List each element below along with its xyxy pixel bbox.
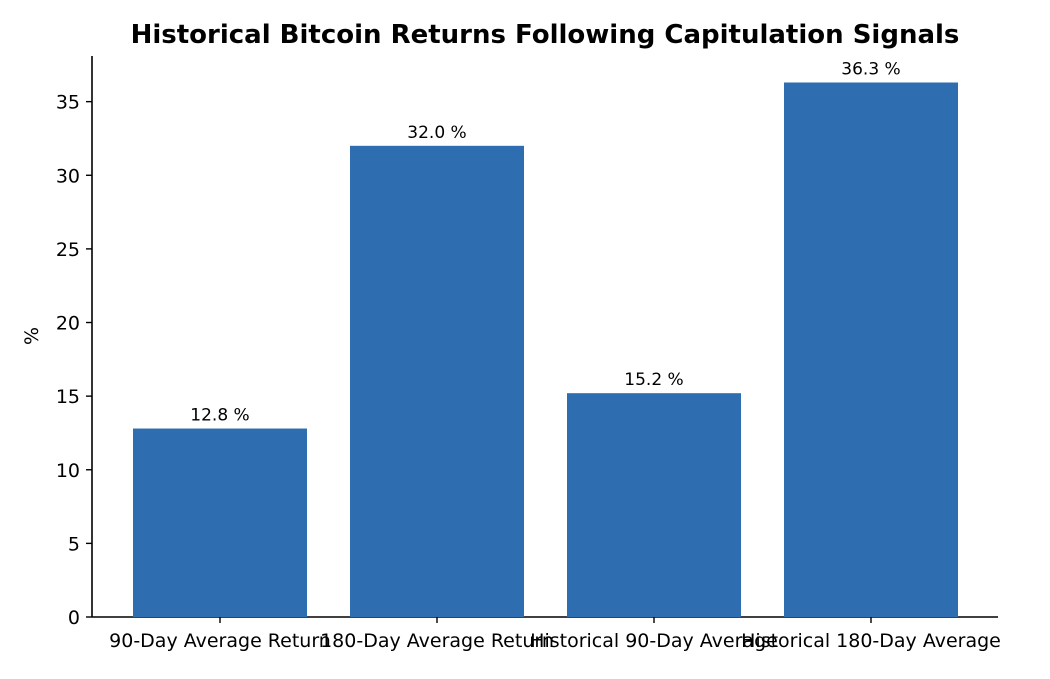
y-tick-label: 0 [68, 607, 80, 629]
data-label: 15.2 % [624, 370, 683, 390]
y-tick-label: 20 [56, 313, 80, 335]
y-tick-label: 30 [56, 165, 80, 187]
y-tick-label: 5 [68, 533, 80, 555]
y-tick-label: 35 [56, 92, 80, 114]
y-axis-label: % [21, 327, 43, 345]
y-tick-label: 15 [56, 386, 80, 408]
bar [350, 145, 524, 617]
x-tick-label: 180-Day Average Return [320, 630, 554, 652]
bar [567, 393, 741, 617]
data-label: 32.0 % [407, 123, 466, 143]
x-tick-label: Historical 180-Day Average [741, 630, 1001, 652]
data-label: 36.3 % [841, 60, 900, 80]
x-tick-label: 90-Day Average Return [109, 630, 331, 652]
data-labels: 12.8 % 32.0 % 15.2 % 36.3 % [190, 60, 900, 426]
bar [784, 82, 958, 618]
y-tick-label: 10 [56, 460, 80, 482]
chart-title: Historical Bitcoin Returns Following Cap… [131, 20, 960, 50]
x-tick-label: Historical 90-Day Average [530, 630, 778, 652]
y-tick-label: 25 [56, 239, 80, 261]
bar [133, 428, 307, 617]
bars [133, 82, 958, 618]
data-label: 12.8 % [190, 406, 249, 426]
